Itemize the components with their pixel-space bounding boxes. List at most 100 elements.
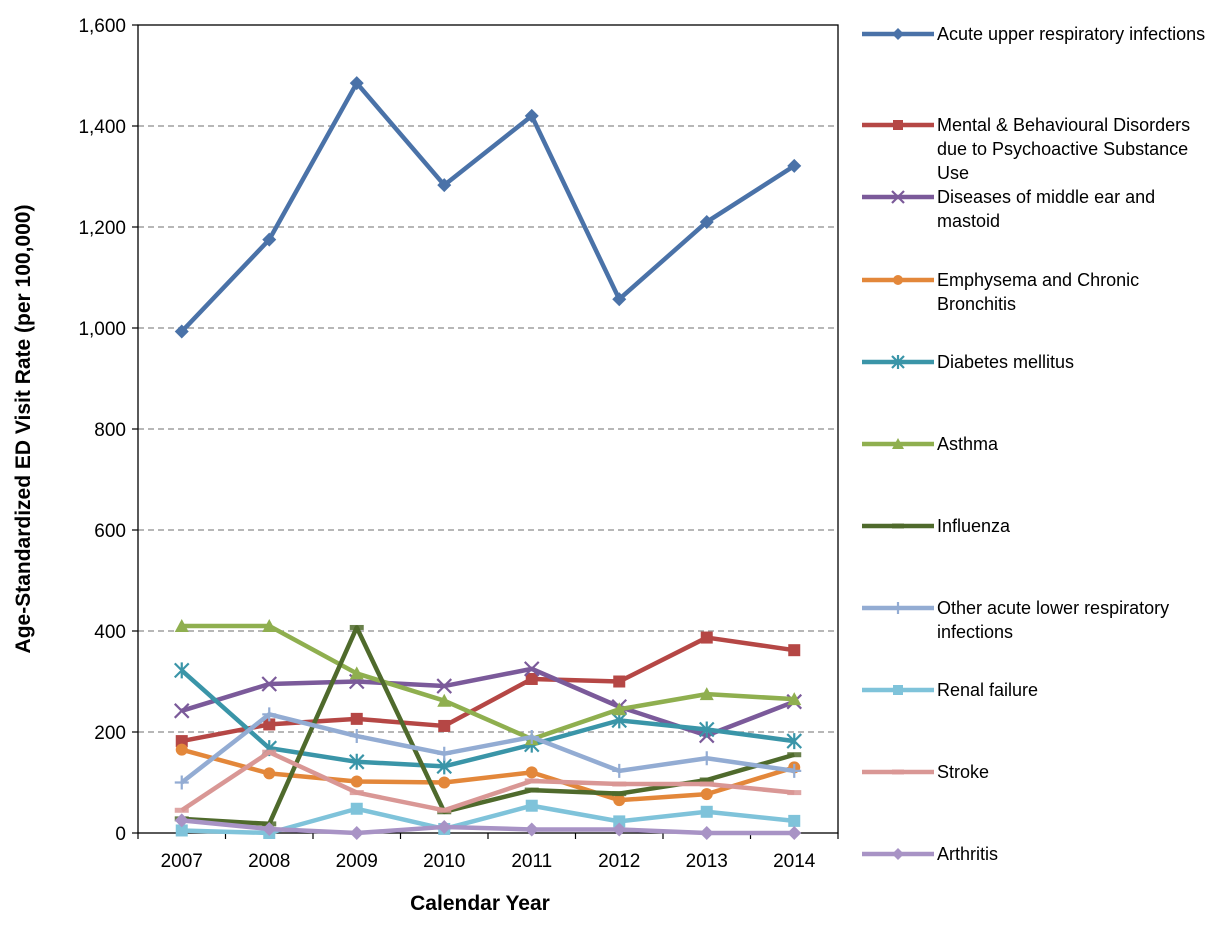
series-7: [174, 707, 802, 790]
data-point: [612, 292, 627, 307]
y-tick-label: 600: [94, 521, 126, 542]
data-point: [787, 763, 802, 778]
data-point: [263, 718, 276, 731]
data-point: [524, 787, 539, 793]
legend-label: Influenza: [937, 516, 1011, 536]
x-tick-label: 2010: [423, 851, 465, 872]
legend-label: Other acute lower respiratory infections: [937, 598, 1169, 642]
data-point: [787, 826, 802, 840]
data-point: [787, 158, 802, 173]
data-point: [173, 703, 190, 719]
data-point: [437, 693, 452, 707]
data-point: [612, 791, 627, 797]
legend-label: Mental & Behavioural Disorders due to Psy…: [937, 115, 1190, 183]
data-point: [262, 232, 277, 247]
data-point: [788, 644, 801, 657]
series-line: [181, 635, 795, 744]
legend-entry: Emphysema and Chronic Bronchitis: [862, 270, 1139, 314]
series-line: [180, 668, 795, 769]
data-point: [699, 781, 714, 787]
data-point: [350, 712, 363, 725]
gridlines: [138, 125, 838, 733]
series-lines: [173, 76, 803, 840]
legend-label: Arthritis: [937, 844, 998, 864]
data-point: [262, 749, 277, 755]
series-0: [174, 76, 802, 339]
y-tick-label: 1,200: [78, 218, 126, 239]
legend-entry: Other acute lower respiratory infections: [862, 598, 1169, 642]
data-point: [613, 794, 626, 807]
legend-entry: Diabetes mellitus: [862, 352, 1074, 372]
series-5: [174, 618, 802, 746]
data-point: [437, 819, 452, 834]
legend-label: Diseases of middle ear and mastoid: [937, 187, 1155, 231]
y-tick-label: 200: [94, 723, 126, 744]
data-point: [524, 108, 539, 123]
y-tick-label: 1,600: [78, 16, 126, 37]
data-point: [700, 805, 713, 818]
axes: 0 200 400 600 800 1,000 1,200 1,400 1,600 2007 200…: [78, 16, 839, 872]
data-point: [174, 324, 189, 339]
data-point: [525, 766, 538, 779]
legend-swatch-marker: [892, 523, 904, 529]
series-line: [181, 818, 795, 836]
data-point: [788, 814, 801, 827]
data-point: [438, 776, 451, 789]
data-point: [524, 730, 539, 745]
series-line: [180, 80, 796, 334]
x-tick-label: 2007: [161, 851, 203, 872]
series-1: [175, 631, 801, 748]
data-point: [699, 214, 714, 229]
data-point: [523, 661, 540, 677]
x-tick-label: 2012: [598, 851, 640, 872]
data-point: [436, 678, 453, 694]
legend-entry: Acute upper respiratory infections: [862, 24, 1205, 44]
data-point: [174, 807, 189, 813]
series-4: [173, 662, 803, 775]
series-9: [174, 749, 802, 813]
data-point: [349, 666, 364, 680]
data-point: [175, 824, 188, 837]
data-point: [174, 618, 189, 632]
data-point: [350, 775, 363, 788]
data-point: [349, 790, 364, 796]
legend-entry: Stroke: [862, 762, 989, 782]
data-point: [437, 178, 452, 193]
data-point: [262, 707, 277, 722]
data-point: [437, 807, 452, 813]
x-axis-title: Calendar Year: [410, 892, 550, 915]
data-point: [350, 802, 363, 815]
y-tick-label: 400: [94, 622, 126, 643]
legend-swatch-marker: [892, 848, 904, 860]
data-point: [787, 752, 802, 758]
legend-swatch-marker: [891, 190, 905, 204]
x-tick-label: 2013: [686, 851, 728, 872]
legend-entry: Influenza: [862, 516, 1011, 536]
x-tick-label: 2014: [773, 851, 816, 872]
data-point: [524, 822, 539, 837]
series-line: [181, 623, 795, 742]
data-point: [438, 719, 451, 732]
data-point: [698, 721, 715, 738]
legend-entry: Renal failure: [862, 680, 1038, 700]
series-line: [180, 712, 795, 785]
legend-swatch-marker: [891, 355, 905, 369]
data-point: [699, 687, 714, 701]
legend-entry: Diseases of middle ear and mastoid: [862, 187, 1155, 231]
series-3: [175, 743, 801, 807]
data-point: [787, 790, 802, 796]
y-tick-label: 1,000: [78, 319, 126, 340]
data-point: [349, 729, 364, 744]
data-point: [612, 763, 627, 778]
legend-label: Asthma: [937, 434, 999, 454]
data-point: [700, 788, 713, 801]
x-tick-label: 2011: [511, 851, 552, 872]
legend-swatch-marker: [893, 685, 903, 695]
data-point: [349, 76, 364, 91]
x-tick-label: 2009: [336, 851, 378, 872]
data-point: [175, 743, 188, 756]
data-point: [612, 822, 627, 837]
data-point: [263, 767, 276, 780]
data-point: [612, 702, 627, 716]
